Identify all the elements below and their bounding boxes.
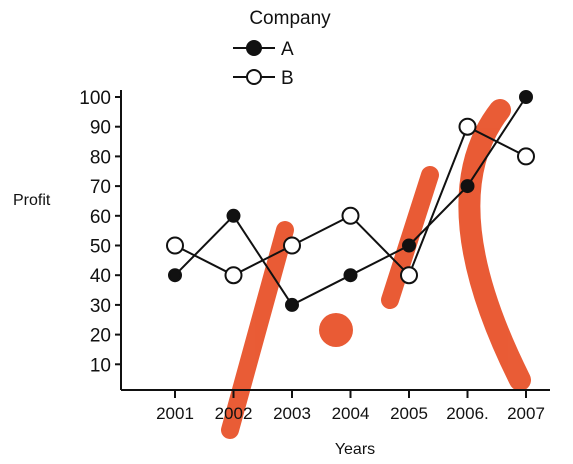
legend-title: Company bbox=[249, 8, 331, 29]
x-tick-label: 2003 bbox=[273, 404, 311, 423]
series-b-point bbox=[458, 117, 477, 136]
legend-marker-a bbox=[246, 40, 262, 56]
series-b-point bbox=[283, 236, 301, 255]
series-a-point bbox=[402, 238, 416, 253]
watermark-stroke-2 bbox=[381, 166, 439, 309]
y-tick-label: 60 bbox=[90, 207, 111, 228]
x-tick-label: 2006. bbox=[446, 404, 489, 423]
series-b-point bbox=[341, 206, 360, 225]
y-tick-label: 10 bbox=[90, 355, 111, 376]
y-tick-label: 80 bbox=[90, 147, 111, 168]
y-tick-label: 50 bbox=[90, 237, 111, 258]
legend-item-a: A bbox=[233, 39, 294, 60]
legend-marker-b bbox=[246, 69, 262, 85]
x-tick-label: 2002 bbox=[215, 404, 253, 423]
y-tick-label: 90 bbox=[90, 118, 111, 139]
watermark-stroke-1 bbox=[221, 221, 294, 439]
y-tick-label: 20 bbox=[90, 326, 111, 347]
legend-item-b: B bbox=[233, 68, 294, 89]
y-tick-label: 70 bbox=[90, 177, 111, 198]
watermark-dot bbox=[319, 313, 353, 347]
legend-label-b: B bbox=[281, 68, 294, 89]
legend: Company A B bbox=[233, 8, 331, 89]
series-a-point bbox=[168, 268, 182, 283]
x-tick-label: 2005 bbox=[390, 404, 428, 423]
series-a-point bbox=[460, 179, 475, 194]
series-a-point bbox=[226, 208, 241, 223]
x-tick-label: 2001 bbox=[156, 404, 194, 423]
y-tick-label: 30 bbox=[90, 296, 111, 317]
y-ticks: 10 20 30 40 50 60 70 80 90 100 bbox=[79, 88, 121, 376]
y-tick-label: 40 bbox=[90, 266, 111, 287]
x-axis-title: Years bbox=[335, 441, 375, 458]
series-a-point bbox=[343, 268, 358, 283]
series-b-point bbox=[400, 266, 418, 285]
series-a-point bbox=[519, 90, 533, 104]
watermark-logo bbox=[221, 99, 531, 439]
series-b-point bbox=[166, 236, 184, 255]
series-b-point bbox=[517, 147, 535, 166]
x-ticks: 2001 2002 2003 2004 2005 2006. 2007 bbox=[156, 390, 545, 423]
series-b-point bbox=[224, 266, 243, 285]
series-a-point bbox=[285, 297, 299, 312]
y-axis-title: Profit bbox=[13, 192, 51, 209]
x-tick-label: 2007 bbox=[507, 404, 545, 423]
legend-label-a: A bbox=[281, 39, 294, 60]
y-tick-label: 100 bbox=[79, 88, 111, 109]
x-tick-label: 2004 bbox=[332, 404, 370, 423]
series-layer bbox=[166, 90, 535, 312]
